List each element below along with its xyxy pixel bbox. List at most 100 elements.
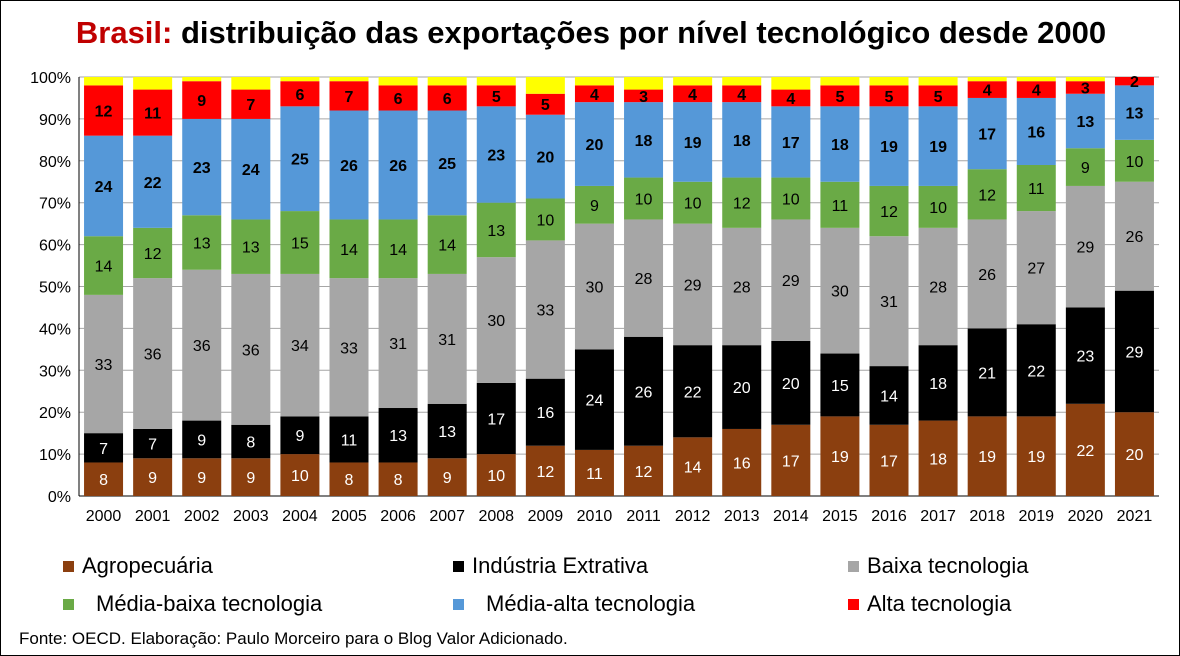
bar-segment <box>231 424 271 459</box>
data-label: 36 <box>193 338 211 355</box>
bar-segment <box>918 345 958 421</box>
bar-segment <box>967 328 1007 417</box>
data-label: 15 <box>831 378 849 395</box>
data-label: 10 <box>684 196 702 213</box>
data-label: 13 <box>1076 114 1094 131</box>
bar-segment <box>673 223 713 346</box>
x-tick-label: 2011 <box>626 508 661 525</box>
bar-segment <box>1065 148 1105 186</box>
x-tick-label: 2013 <box>724 508 760 525</box>
bar-segment <box>918 85 958 107</box>
data-label: 8 <box>246 435 255 452</box>
data-label: 26 <box>1126 229 1144 246</box>
bar-segment <box>1065 185 1105 308</box>
data-label: 20 <box>733 380 751 397</box>
data-label: 26 <box>389 158 407 175</box>
bar-segment <box>476 106 516 203</box>
bar-segment <box>1016 97 1056 165</box>
data-label: 4 <box>590 87 599 104</box>
bar-segment <box>1016 324 1056 417</box>
bar-segment <box>378 219 418 279</box>
bar-segment <box>574 449 614 496</box>
data-label: 10 <box>782 192 800 209</box>
bar-segment-remainder <box>378 77 418 86</box>
x-tick-label: 2019 <box>1018 508 1054 525</box>
bar-segment <box>1016 211 1056 325</box>
data-label: 31 <box>389 336 407 353</box>
data-label: 19 <box>880 139 898 156</box>
data-label: 30 <box>487 313 505 330</box>
x-tick-label: 2020 <box>1068 508 1104 525</box>
bar-segment <box>525 378 565 446</box>
data-label: 9 <box>197 432 206 449</box>
data-label: 4 <box>688 87 697 104</box>
bar-segment <box>820 85 860 107</box>
data-label: 23 <box>1076 349 1094 366</box>
legend-swatch-media-baixa-tecnologia <box>63 599 74 610</box>
bar-segment <box>1016 416 1056 496</box>
data-label: 7 <box>148 437 157 454</box>
y-tick-label: 30% <box>39 363 71 380</box>
x-tick-label: 2008 <box>478 508 514 525</box>
bar-segment <box>1114 290 1154 413</box>
data-label: 26 <box>978 267 996 284</box>
data-label: 24 <box>242 162 260 179</box>
bar-segment-remainder <box>182 77 222 82</box>
bar-segment <box>1016 164 1056 212</box>
bar-segment <box>869 185 909 237</box>
bar-segment <box>329 278 369 417</box>
y-tick-label: 50% <box>39 280 71 297</box>
y-tick-label: 0% <box>48 489 71 506</box>
data-label: 19 <box>831 449 849 466</box>
bar-segment <box>869 366 909 425</box>
data-label: 26 <box>635 384 653 401</box>
data-label: 18 <box>733 133 751 150</box>
data-label: 4 <box>983 83 992 100</box>
data-label: 4 <box>737 87 746 104</box>
data-label: 5 <box>541 97 550 114</box>
data-label: 18 <box>831 137 849 154</box>
data-label: 14 <box>95 259 113 276</box>
data-label: 6 <box>295 87 304 104</box>
data-label: 17 <box>782 453 800 470</box>
legend-label-baixa-tecnologia: Baixa tecnologia <box>867 553 1029 578</box>
bar-segment <box>427 110 467 216</box>
bar-segment <box>182 458 222 496</box>
data-label: 13 <box>438 424 456 441</box>
data-label: 14 <box>684 460 702 477</box>
data-label: 19 <box>684 135 702 152</box>
x-tick-label: 2014 <box>773 508 809 525</box>
legend-swatch-industria-extrativa <box>453 561 464 572</box>
bar-segment <box>624 445 664 496</box>
data-label: 12 <box>536 464 554 481</box>
data-label: 4 <box>786 91 795 108</box>
legend-item-alta-tecnologia: Alta tecnologia <box>848 591 1011 617</box>
y-tick-label: 90% <box>39 112 71 129</box>
bar-segment <box>329 462 369 496</box>
data-label: 17 <box>782 135 800 152</box>
bar-segment <box>918 420 958 496</box>
data-label: 10 <box>635 192 653 209</box>
y-tick-label: 10% <box>39 447 71 464</box>
bar-segment <box>427 403 467 459</box>
bar-segment-remainder <box>133 77 173 90</box>
x-tick-label: 2012 <box>675 508 711 525</box>
bar-segment <box>1114 77 1154 86</box>
legend-swatch-baixa-tecnologia <box>848 561 859 572</box>
bar-segment-remainder <box>280 77 320 82</box>
data-label: 20 <box>1126 447 1144 464</box>
bar-segment <box>525 240 565 379</box>
legend-item-industria-extrativa: Indústria Extrativa <box>453 553 648 579</box>
bar-segment <box>378 408 418 463</box>
bar-segment <box>1016 81 1056 98</box>
data-label: 18 <box>929 451 947 468</box>
bar-segment-remainder <box>476 77 516 86</box>
legend-label-industria-extrativa: Indústria Extrativa <box>472 553 649 578</box>
bar-segment <box>329 81 369 111</box>
data-label: 30 <box>586 280 604 297</box>
legend-swatch-media-alta-tecnologia <box>453 599 464 610</box>
bar-segment <box>525 445 565 496</box>
data-label: 12 <box>144 246 162 263</box>
bar-segment <box>378 110 418 220</box>
data-label: 33 <box>95 357 113 374</box>
